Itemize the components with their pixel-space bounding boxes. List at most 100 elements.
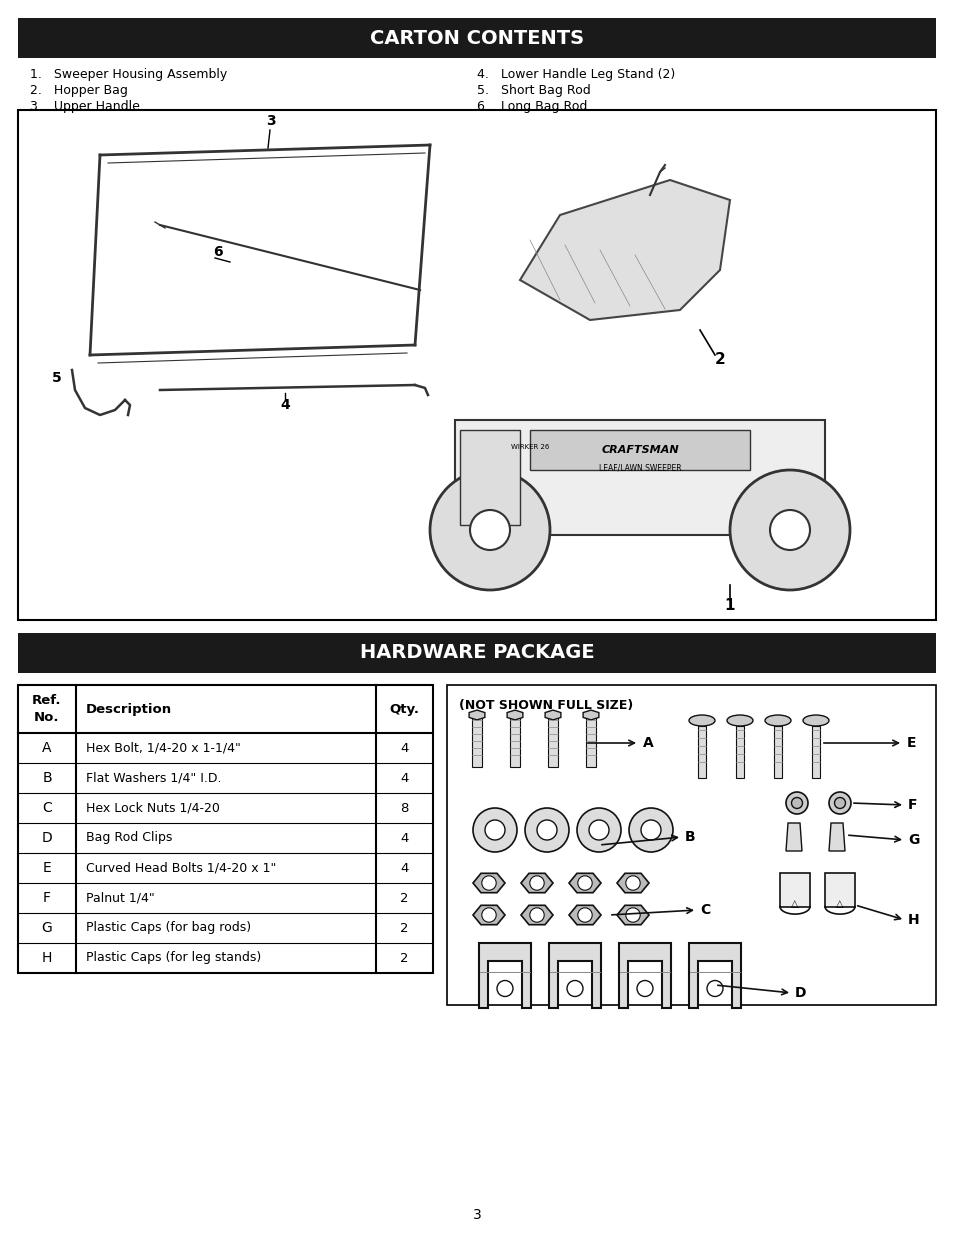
Polygon shape xyxy=(544,710,560,720)
Text: C: C xyxy=(42,802,51,815)
Circle shape xyxy=(769,510,809,550)
Circle shape xyxy=(578,908,592,923)
Text: G: G xyxy=(42,921,52,935)
Circle shape xyxy=(785,792,807,814)
Text: 5: 5 xyxy=(52,370,62,385)
Polygon shape xyxy=(520,905,553,925)
Text: △: △ xyxy=(836,899,842,909)
Ellipse shape xyxy=(764,715,790,726)
Polygon shape xyxy=(582,710,598,720)
Text: B: B xyxy=(42,771,51,785)
Text: (NOT SHOWN FULL SIZE): (NOT SHOWN FULL SIZE) xyxy=(458,699,633,713)
Circle shape xyxy=(537,820,557,840)
Polygon shape xyxy=(688,944,740,1008)
Bar xyxy=(18,634,935,673)
Text: F: F xyxy=(907,798,917,811)
Text: 8: 8 xyxy=(400,802,408,815)
Text: 4: 4 xyxy=(280,398,290,412)
Text: A: A xyxy=(642,736,653,750)
Circle shape xyxy=(577,808,620,852)
Circle shape xyxy=(481,876,496,890)
Bar xyxy=(455,420,824,535)
Text: 2.   Hopper Bag: 2. Hopper Bag xyxy=(30,84,128,98)
Polygon shape xyxy=(568,905,600,925)
Text: 1.   Sweeper Housing Assembly: 1. Sweeper Housing Assembly xyxy=(30,68,227,82)
Polygon shape xyxy=(507,710,522,720)
Text: F: F xyxy=(43,890,51,905)
Circle shape xyxy=(625,876,639,890)
Text: Plastic Caps (for bag rods): Plastic Caps (for bag rods) xyxy=(86,921,251,935)
Polygon shape xyxy=(824,873,854,906)
Bar xyxy=(585,715,596,767)
Text: B: B xyxy=(684,830,695,844)
Bar xyxy=(18,19,935,58)
Circle shape xyxy=(529,876,543,890)
Text: H: H xyxy=(907,913,919,927)
Polygon shape xyxy=(780,873,809,906)
Ellipse shape xyxy=(726,715,752,726)
Text: Hex Bolt, 1/4-20 x 1-1/4": Hex Bolt, 1/4-20 x 1-1/4" xyxy=(86,741,240,755)
Polygon shape xyxy=(617,905,648,925)
Text: H: H xyxy=(42,951,52,965)
Text: HARDWARE PACKAGE: HARDWARE PACKAGE xyxy=(359,643,594,662)
Polygon shape xyxy=(568,873,600,893)
Circle shape xyxy=(729,471,849,590)
Polygon shape xyxy=(785,823,801,851)
Text: 2: 2 xyxy=(400,892,408,904)
Circle shape xyxy=(578,876,592,890)
Text: Qty.: Qty. xyxy=(389,703,419,715)
Text: 2: 2 xyxy=(714,352,724,368)
Text: △: △ xyxy=(790,899,798,909)
Circle shape xyxy=(529,908,543,923)
Circle shape xyxy=(834,798,844,809)
Ellipse shape xyxy=(688,715,714,726)
Circle shape xyxy=(566,981,582,997)
Polygon shape xyxy=(617,873,648,893)
Text: 3.   Upper Handle: 3. Upper Handle xyxy=(30,100,140,112)
Text: 4.   Lower Handle Leg Stand (2): 4. Lower Handle Leg Stand (2) xyxy=(476,68,675,82)
Text: Flat Washers 1/4" I.D.: Flat Washers 1/4" I.D. xyxy=(86,772,221,784)
Bar xyxy=(698,726,705,778)
Circle shape xyxy=(628,808,672,852)
Text: Hex Lock Nuts 1/4-20: Hex Lock Nuts 1/4-20 xyxy=(86,802,219,815)
Polygon shape xyxy=(548,944,600,1008)
Text: A: A xyxy=(42,741,51,755)
Bar xyxy=(447,685,935,1005)
Circle shape xyxy=(481,908,496,923)
Text: 6: 6 xyxy=(213,245,223,259)
Polygon shape xyxy=(473,873,504,893)
Text: Bag Rod Clips: Bag Rod Clips xyxy=(86,831,172,845)
Text: 4: 4 xyxy=(400,831,408,845)
Circle shape xyxy=(791,798,801,809)
Text: Description: Description xyxy=(86,703,172,715)
Polygon shape xyxy=(519,180,729,320)
Text: Ref.
No.: Ref. No. xyxy=(32,694,62,724)
Text: G: G xyxy=(907,832,919,847)
Circle shape xyxy=(470,510,510,550)
Text: CARTON CONTENTS: CARTON CONTENTS xyxy=(370,28,583,47)
Bar xyxy=(811,726,820,778)
Text: E: E xyxy=(43,861,51,876)
Bar xyxy=(735,726,743,778)
Bar xyxy=(510,715,519,767)
Bar xyxy=(18,685,433,973)
Bar xyxy=(530,430,749,471)
Bar xyxy=(547,715,558,767)
Text: CRAFTSMAN: CRAFTSMAN xyxy=(600,445,679,454)
Text: 2: 2 xyxy=(400,921,408,935)
Circle shape xyxy=(484,820,504,840)
Polygon shape xyxy=(473,905,504,925)
Circle shape xyxy=(588,820,608,840)
Circle shape xyxy=(473,808,517,852)
Text: 1: 1 xyxy=(724,598,735,613)
Text: Palnut 1/4": Palnut 1/4" xyxy=(86,892,154,904)
Text: 6.   Long Bag Rod: 6. Long Bag Rod xyxy=(476,100,587,112)
Ellipse shape xyxy=(802,715,828,726)
Text: 3: 3 xyxy=(472,1208,481,1221)
Bar xyxy=(472,715,481,767)
Polygon shape xyxy=(478,944,531,1008)
Polygon shape xyxy=(828,823,844,851)
Text: WIRKER 26: WIRKER 26 xyxy=(510,445,549,450)
Bar xyxy=(773,726,781,778)
Polygon shape xyxy=(618,944,670,1008)
